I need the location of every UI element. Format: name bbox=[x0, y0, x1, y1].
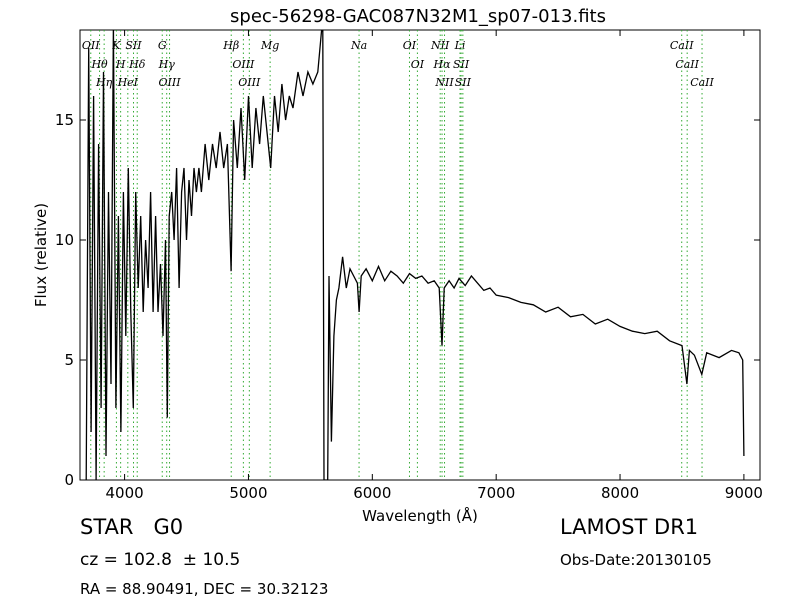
spectral-line-label: Hα bbox=[433, 58, 452, 71]
y-axis-label: Flux (relative) bbox=[32, 203, 50, 307]
spectral-line-label: G bbox=[158, 39, 167, 52]
spectral-line-label: CaII bbox=[670, 39, 694, 52]
spectral-line-label: Hβ bbox=[222, 39, 239, 52]
spectral-class: STAR G0 bbox=[80, 515, 183, 539]
survey: LAMOST DR1 bbox=[560, 515, 698, 539]
x-tick-label: 7000 bbox=[477, 484, 515, 502]
spectral-line-label: NII bbox=[430, 39, 450, 52]
spectral-line-label: SII bbox=[125, 39, 142, 52]
x-tick-label: 8000 bbox=[601, 484, 639, 502]
plot-frame bbox=[79, 29, 761, 481]
spectral-line-label: OIII bbox=[238, 76, 261, 89]
spectral-line-label: Hγ bbox=[158, 58, 176, 71]
spectral-line-label: Li bbox=[454, 39, 466, 52]
y-tick-label: 15 bbox=[55, 111, 74, 129]
x-tick-label: 5000 bbox=[229, 484, 267, 502]
y-tick-label: 0 bbox=[64, 471, 74, 489]
chart-title: spec-56298-GAC087N32M1_sp07-013.fits bbox=[230, 6, 606, 27]
x-tick-label: 9000 bbox=[725, 484, 763, 502]
spectral-line-label: SII bbox=[453, 58, 470, 71]
spectral-line-label: OI bbox=[411, 58, 425, 71]
y-tick-label: 5 bbox=[64, 351, 74, 369]
y-tick-label: 10 bbox=[55, 231, 74, 249]
spectral-line-label: CaII bbox=[690, 76, 714, 89]
spectral-line-label: OII bbox=[82, 39, 100, 52]
spectral-line-label: SII bbox=[455, 76, 472, 89]
coordinates: RA = 88.90491, DEC = 30.32123 bbox=[80, 580, 328, 598]
x-axis-label: Wavelength (Å) bbox=[362, 506, 478, 525]
spectral-line-label: Mg bbox=[260, 39, 279, 52]
spectral-line-label: OI bbox=[403, 39, 417, 52]
spectral-line-label: NII bbox=[434, 76, 454, 89]
spectral-line-label: HeI bbox=[117, 76, 139, 89]
redshift: cz = 102.8 ± 10.5 bbox=[80, 550, 240, 570]
spectral-line-label: Na bbox=[350, 39, 367, 52]
spectrum-line bbox=[85, 30, 745, 480]
spectral-line-label: Hθ bbox=[90, 58, 108, 71]
spectral-line-label: K bbox=[111, 39, 121, 52]
spectral-line-label: OIII bbox=[159, 76, 182, 89]
spectral-line-label: CaII bbox=[675, 58, 699, 71]
spectral-line-label: H bbox=[115, 58, 126, 71]
x-tick-label: 4000 bbox=[105, 484, 143, 502]
spectral-line-label: OIII bbox=[232, 58, 255, 71]
x-tick-label: 6000 bbox=[353, 484, 391, 502]
spectral-line-label: Hδ bbox=[128, 58, 146, 71]
obs-date: Obs-Date:20130105 bbox=[560, 551, 712, 569]
